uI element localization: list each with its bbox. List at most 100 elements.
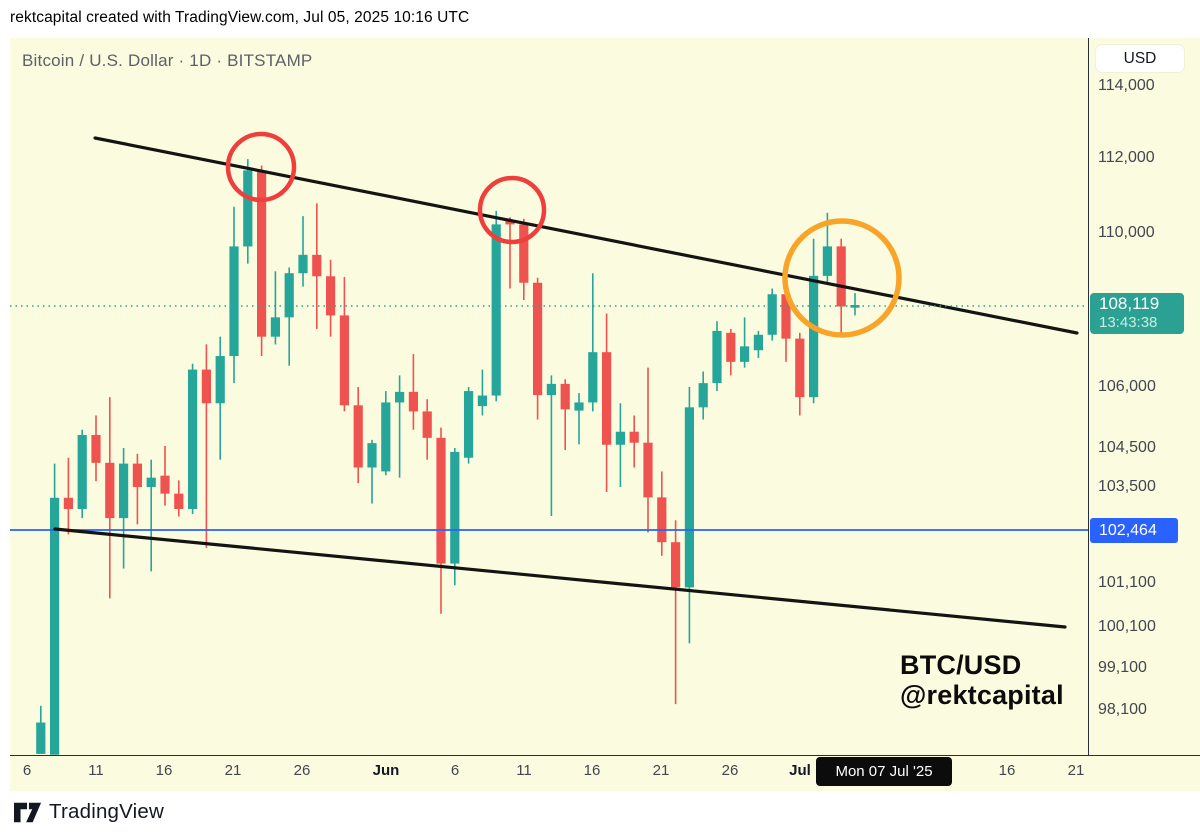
currency-toggle-button[interactable]: USD <box>1096 45 1184 72</box>
candle-body <box>850 305 860 308</box>
candlestick-chart-canvas[interactable] <box>10 38 1088 755</box>
candle-body <box>77 434 87 509</box>
candle-body <box>91 434 101 463</box>
candle-body <box>698 383 708 408</box>
candle-body <box>657 497 667 543</box>
candle-body <box>836 246 846 307</box>
candle-body <box>174 493 184 509</box>
last-price-value: 108,119 <box>1099 294 1160 313</box>
candle-body <box>298 254 308 274</box>
candle-body <box>767 294 777 335</box>
time-tick-label: 26 <box>721 762 739 779</box>
time-tick-label: 11 <box>88 762 104 779</box>
price-tick-label: 100,100 <box>1098 618 1156 635</box>
time-axis-border <box>10 755 1200 756</box>
watermark: BTC/USD @rektcapital <box>900 650 1064 710</box>
price-tick-label: 98,100 <box>1098 701 1147 718</box>
price-tick-label: 104,500 <box>1098 439 1156 456</box>
upper-trendline[interactable] <box>93 136 1079 335</box>
candle-body <box>312 254 322 277</box>
time-tick-label: Jun <box>372 762 400 779</box>
attribution-bar: rektcapital created with TradingView.com… <box>0 0 1200 38</box>
candle-body <box>519 224 529 283</box>
red-circle-jun-10-annotation[interactable] <box>477 175 547 245</box>
orange-circle-jul-retest-annotation[interactable] <box>782 218 902 338</box>
tradingview-logo-text: TradingView <box>49 800 165 823</box>
candle-body <box>132 463 142 487</box>
candle-body <box>436 437 446 564</box>
red-circle-may-22-annotation[interactable] <box>225 131 297 203</box>
candle-body <box>270 317 280 337</box>
candle-body <box>119 463 129 519</box>
crosshair-date-badge: Mon 07 Jul '25 <box>816 757 952 786</box>
price-axis-border <box>1088 38 1089 755</box>
candles-series <box>36 159 860 755</box>
bar-close-countdown: 13:43:38 <box>1099 314 1158 331</box>
candle-body <box>257 170 267 337</box>
candle-body <box>339 315 349 406</box>
price-tick-label: 112,000 <box>1098 149 1155 166</box>
candle-body <box>781 294 791 339</box>
candle-body <box>422 411 432 438</box>
time-tick-label: 21 <box>1067 762 1085 779</box>
lower-trendline[interactable] <box>53 527 1067 629</box>
candle-body <box>671 542 681 588</box>
price-tick-label: 101,100 <box>1098 574 1156 591</box>
candle-body <box>822 246 832 276</box>
time-tick-label: 16 <box>583 762 601 779</box>
candle-body <box>326 276 336 316</box>
candle-body <box>602 352 612 445</box>
candle-body <box>712 330 722 384</box>
time-tick-label: 6 <box>450 762 460 779</box>
time-tick-label: 11 <box>516 762 532 779</box>
candle-body <box>505 221 515 225</box>
candle-body <box>795 338 805 398</box>
time-tick-label: Jul <box>789 762 811 779</box>
price-tick-label: 103,500 <box>1098 478 1156 495</box>
symbol-title: Bitcoin / U.S. Dollar · 1D · BITSTAMP <box>22 51 313 70</box>
price-tick-label: 99,100 <box>1098 659 1147 676</box>
tradingview-logo-link[interactable]: TradingView <box>14 800 164 824</box>
candle-body <box>243 170 253 247</box>
candle-body <box>146 477 156 487</box>
price-axis[interactable] <box>1088 38 1200 755</box>
candle-body <box>753 334 763 351</box>
candle-body <box>229 246 239 357</box>
candle-body <box>450 451 460 564</box>
candle-body <box>574 402 584 411</box>
time-tick-label: 21 <box>652 762 670 779</box>
candle-body <box>533 282 543 396</box>
candle-body <box>50 497 60 755</box>
candle-body <box>201 369 211 404</box>
candle-body <box>353 405 363 468</box>
candle-body <box>809 275 819 398</box>
tradingview-logo-icon <box>14 802 42 822</box>
candle-body <box>408 391 418 412</box>
time-axis[interactable]: 6 11 16 21 26 Jun 6 11 16 21 26 Jul 16 21 <box>0 756 1200 791</box>
candle-body <box>726 332 736 362</box>
footer-bar: TradingView <box>0 791 1200 836</box>
price-tick-label: 106,000 <box>1098 378 1156 395</box>
level-price-badge: 102,464 <box>1090 518 1178 543</box>
attribution-text: rektcapital created with TradingView.com… <box>10 9 470 26</box>
time-tick-label: 21 <box>224 762 242 779</box>
candle-body <box>629 431 639 443</box>
candle-body <box>684 407 694 588</box>
candle-body <box>160 475 170 494</box>
candle-body <box>395 391 405 403</box>
candle-body <box>643 442 653 498</box>
candle-body <box>740 346 750 362</box>
candle-body <box>284 273 294 318</box>
price-tick-label: 110,000 <box>1098 224 1155 241</box>
price-tick-label: 114,000 <box>1098 77 1155 94</box>
candle-body <box>560 383 570 410</box>
time-tick-label: 16 <box>998 762 1016 779</box>
candle-body <box>215 356 225 404</box>
watermark-handle: @rektcapital <box>900 680 1064 710</box>
candle-body <box>381 402 391 472</box>
candle-body <box>188 369 198 509</box>
last-price-badge: 108,119 13:43:38 <box>1090 293 1184 334</box>
time-tick-label: 26 <box>293 762 311 779</box>
candle-body <box>63 497 73 509</box>
candle-body <box>615 431 625 445</box>
